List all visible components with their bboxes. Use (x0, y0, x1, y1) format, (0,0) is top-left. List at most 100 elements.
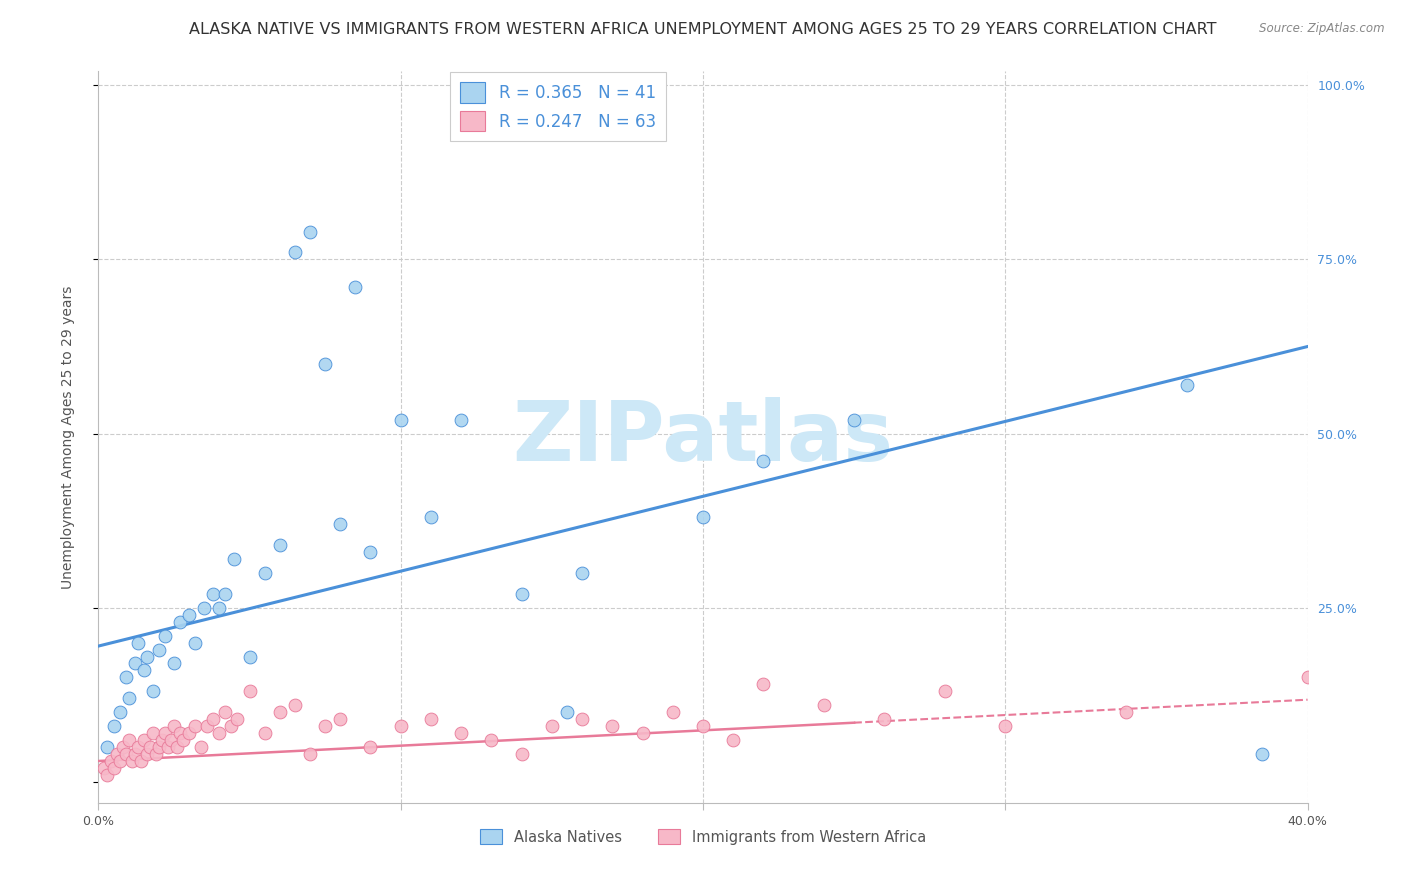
Point (813, 698, 835, 713)
Point (1115, 705, 1137, 719)
Point (108, 754, 131, 768)
Point (193, 600, 215, 615)
Point (202, 712, 225, 726)
Point (481, 733, 503, 747)
Point (314, 357, 336, 371)
Point (226, 712, 249, 726)
Point (450, 412, 472, 426)
Point (314, 719, 336, 733)
Point (202, 587, 225, 601)
Text: ALASKA NATIVE VS IMMIGRANTS FROM WESTERN AFRICA UNEMPLOYMENT AMONG AGES 25 TO 29: ALASKA NATIVE VS IMMIGRANTS FROM WESTERN… (190, 22, 1216, 37)
Point (1296, 670, 1319, 684)
Point (253, 726, 276, 740)
Point (661, 705, 683, 719)
Point (184, 635, 207, 649)
Point (269, 705, 291, 719)
Point (994, 719, 1017, 733)
Point (111, 740, 134, 755)
Point (540, 719, 562, 733)
Point (284, 245, 307, 260)
Point (1251, 747, 1274, 761)
Point (571, 712, 593, 726)
Point (360, 740, 382, 755)
Point (124, 657, 146, 671)
Point (179, 607, 201, 622)
Point (135, 747, 157, 761)
Point (132, 664, 155, 678)
Point (450, 726, 472, 740)
Point (114, 670, 136, 684)
Point (344, 280, 367, 294)
Point (510, 747, 533, 761)
Point (169, 615, 191, 629)
Point (96, 768, 118, 782)
Point (184, 719, 207, 733)
Point (150, 733, 173, 747)
Point (253, 566, 276, 580)
Point (299, 747, 322, 761)
Point (118, 691, 141, 706)
Point (156, 740, 179, 755)
Point (420, 510, 443, 524)
Point (93, 761, 115, 775)
Point (108, 705, 131, 719)
Point (510, 587, 533, 601)
Point (224, 552, 246, 566)
Point (166, 740, 188, 755)
Point (214, 705, 236, 719)
Point (148, 642, 170, 657)
Point (145, 747, 167, 761)
Point (873, 712, 896, 726)
Point (329, 712, 352, 726)
Point (142, 684, 165, 698)
Point (163, 719, 186, 733)
Point (389, 412, 412, 426)
Point (127, 740, 149, 755)
Point (96, 740, 118, 755)
Point (132, 733, 155, 747)
Point (127, 635, 149, 649)
Point (103, 719, 125, 733)
Point (752, 454, 775, 468)
Point (571, 566, 593, 580)
Point (118, 733, 141, 747)
Point (169, 726, 191, 740)
Point (752, 677, 775, 691)
Point (555, 705, 578, 719)
Point (179, 726, 201, 740)
Point (329, 517, 352, 532)
Point (602, 719, 624, 733)
Point (105, 747, 128, 761)
Point (934, 684, 956, 698)
Legend: Alaska Natives, Immigrants from Western Africa: Alaska Natives, Immigrants from Western … (474, 823, 932, 850)
Point (103, 761, 125, 775)
Point (129, 754, 152, 768)
Point (195, 719, 218, 733)
Point (631, 726, 654, 740)
Point (389, 719, 412, 733)
Point (114, 747, 136, 761)
Point (208, 726, 231, 740)
Point (692, 510, 714, 524)
Point (148, 740, 170, 755)
Point (121, 754, 143, 768)
Point (299, 225, 322, 239)
Text: ZIPatlas: ZIPatlas (513, 397, 893, 477)
Point (214, 587, 236, 601)
Text: Source: ZipAtlas.com: Source: ZipAtlas.com (1260, 22, 1385, 36)
Point (153, 629, 176, 643)
Point (420, 712, 443, 726)
Point (1175, 377, 1198, 392)
Point (269, 538, 291, 552)
Point (844, 412, 866, 426)
Point (692, 719, 714, 733)
Point (160, 733, 183, 747)
Point (100, 754, 122, 768)
Point (135, 649, 157, 664)
Point (139, 740, 162, 755)
Point (153, 726, 176, 740)
Y-axis label: Unemployment Among Ages 25 to 29 years: Unemployment Among Ages 25 to 29 years (60, 285, 75, 589)
Point (208, 600, 231, 615)
Point (284, 698, 307, 713)
Point (239, 649, 262, 664)
